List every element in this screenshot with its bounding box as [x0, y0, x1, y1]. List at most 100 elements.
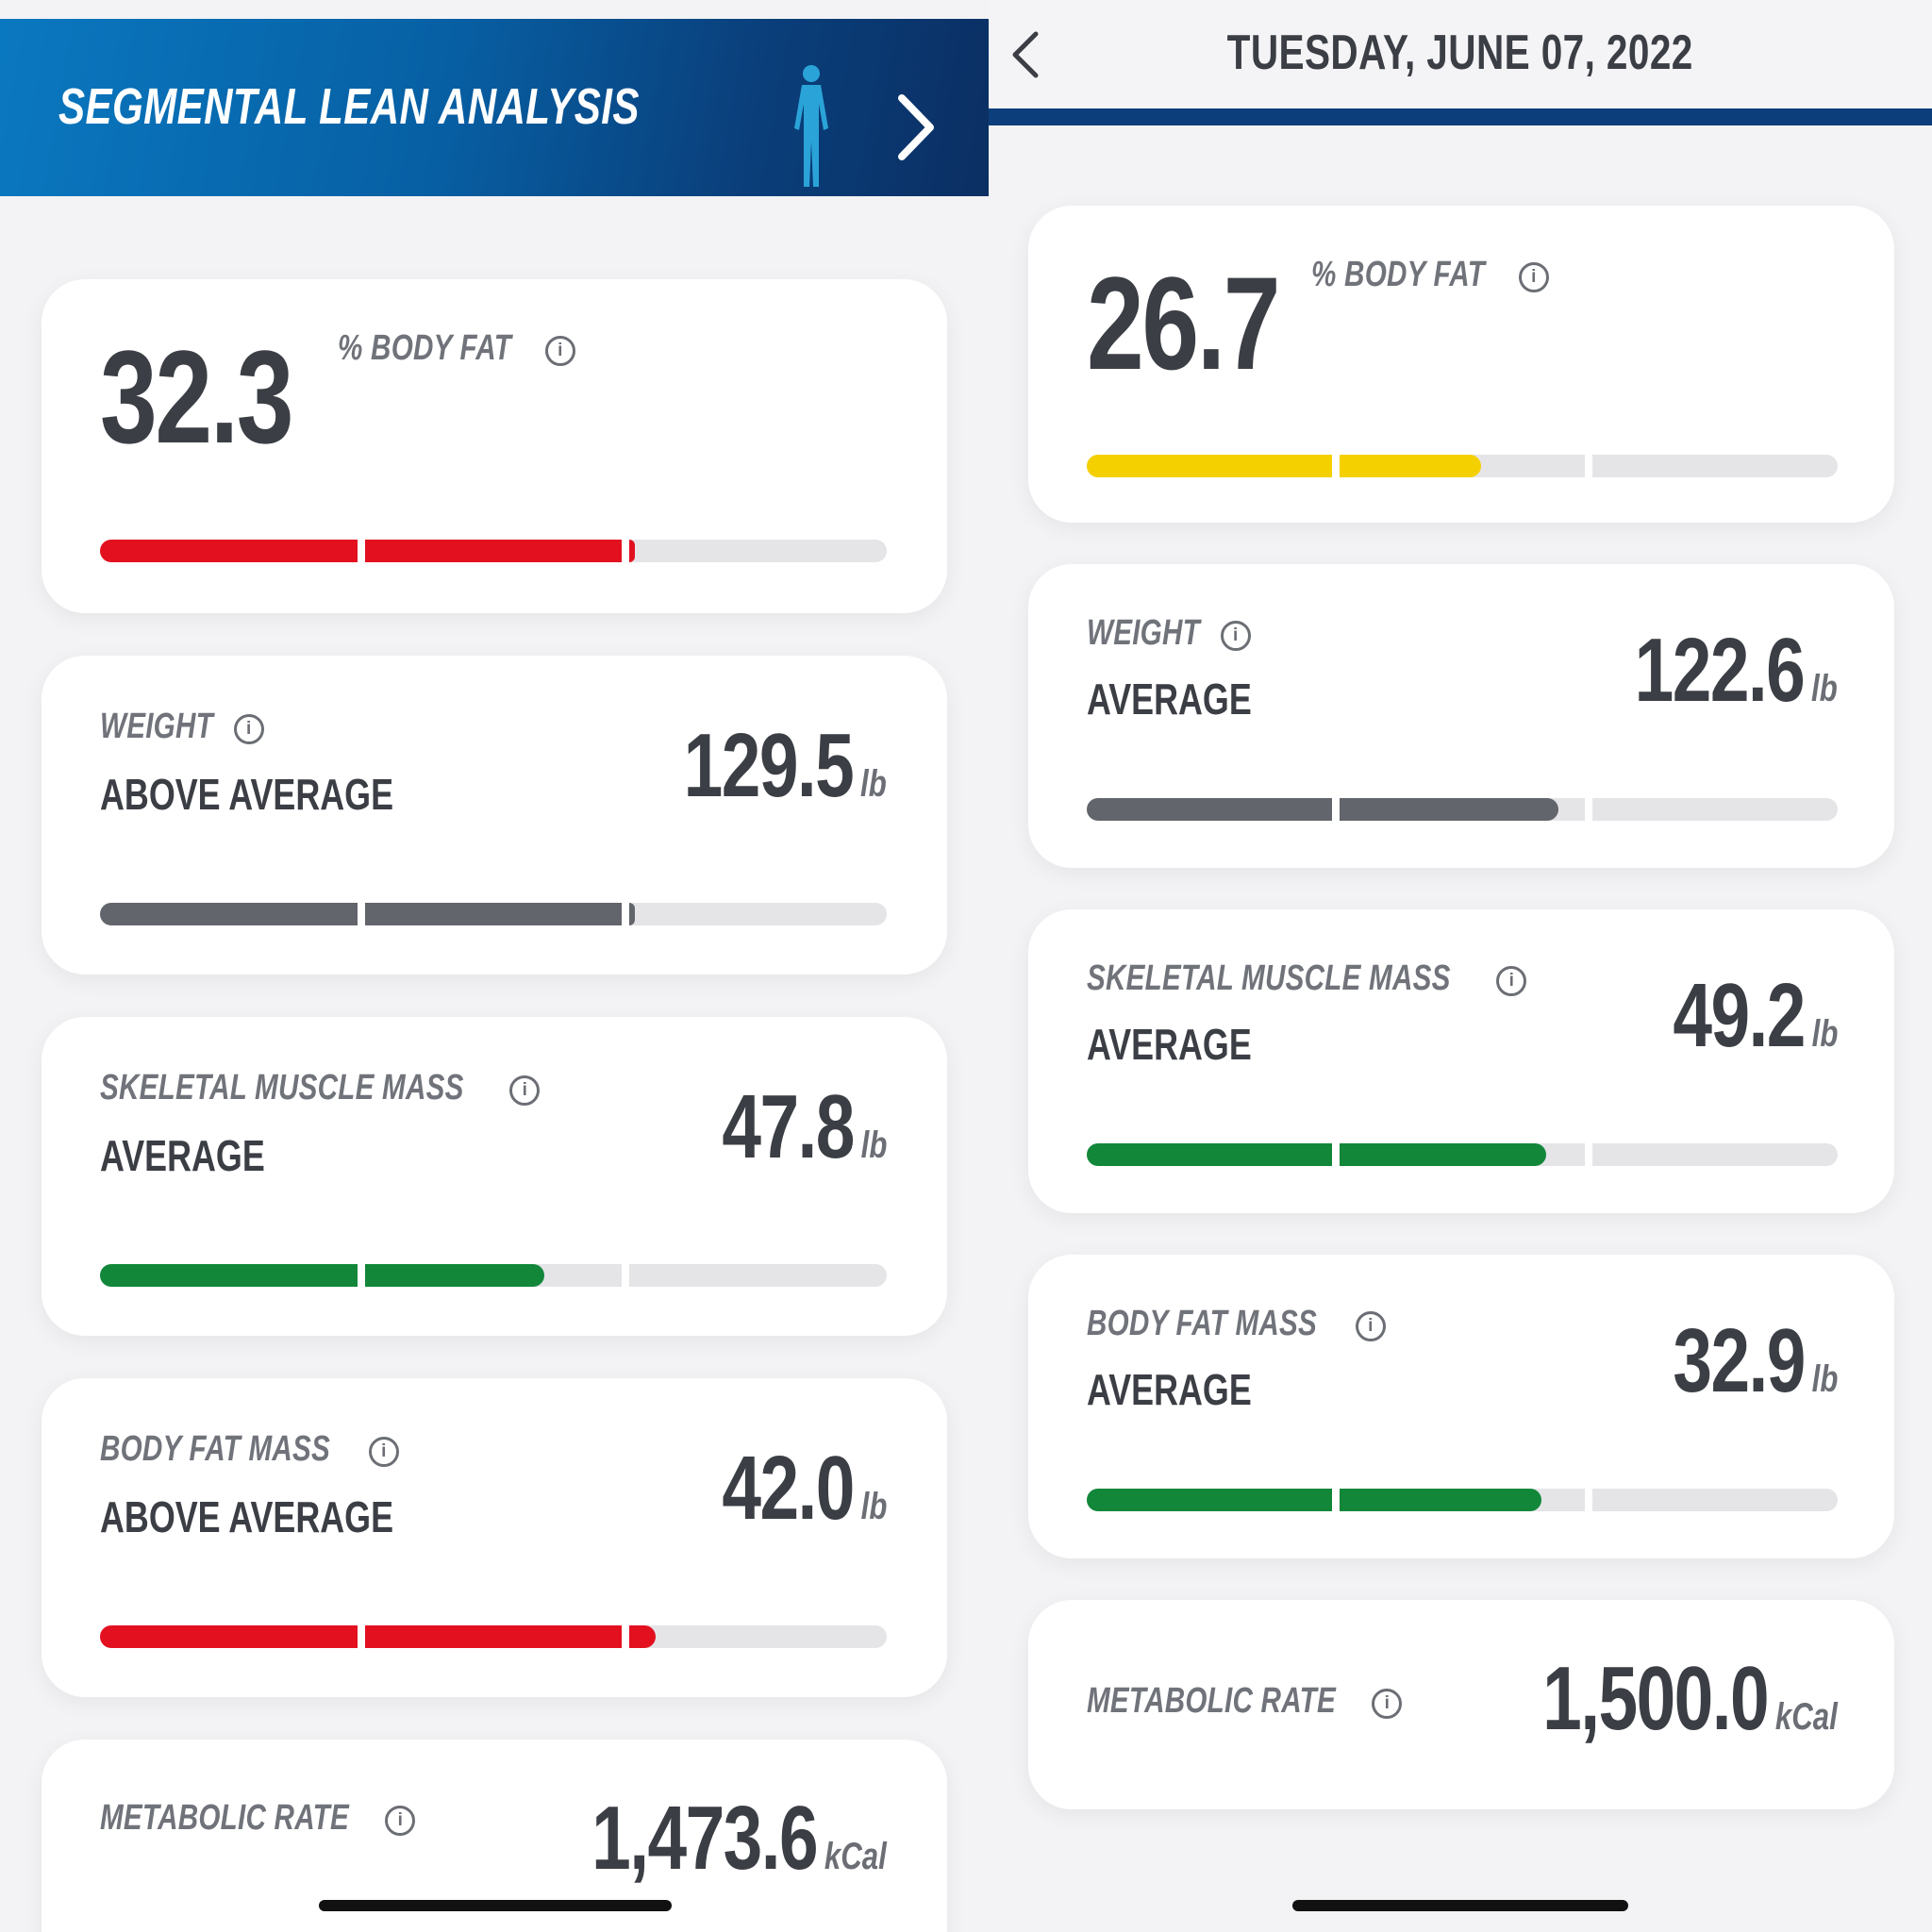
home-indicator[interactable]	[1292, 1900, 1628, 1911]
body-fat-card: 26.7 % BODY FAT i	[1028, 206, 1894, 523]
bar-fill	[1087, 798, 1332, 821]
bar-fill	[100, 1625, 358, 1648]
bar-segment	[100, 903, 358, 925]
body-fat-mass-label: BODY FAT MASS	[1087, 1304, 1318, 1343]
bar-segment	[100, 1625, 358, 1648]
info-icon[interactable]: i	[1372, 1689, 1403, 1719]
bar-segment	[364, 540, 623, 562]
bar-segment	[1592, 1143, 1838, 1166]
body-figure-icon	[794, 65, 828, 187]
bar-fill	[364, 1264, 545, 1287]
weight-unit: lb	[1811, 668, 1838, 709]
bar-fill	[1087, 1143, 1332, 1166]
info-icon[interactable]: i	[1220, 621, 1251, 651]
body-fat-bar	[100, 540, 887, 562]
body-fat-mass-bar	[1087, 1489, 1838, 1511]
weight-bar	[1087, 798, 1838, 821]
body-fat-mass-status: ABOVE AVERAGE	[100, 1492, 394, 1541]
weight-value: 129.5	[683, 715, 855, 816]
metabolic-rate-value: 1,473.6	[591, 1788, 818, 1889]
bar-segment	[100, 540, 358, 562]
weight-unit: lb	[860, 763, 887, 805]
bar-fill	[629, 1625, 656, 1648]
info-icon[interactable]: i	[233, 714, 264, 744]
body-fat-mass-status: AVERAGE	[1087, 1365, 1252, 1414]
weight-bar	[100, 903, 887, 925]
bar-fill	[1340, 1489, 1542, 1511]
segmental-lean-analysis-banner[interactable]: SEGMENTAL LEAN ANALYSIS	[0, 19, 989, 196]
metabolic-rate-card: METABOLIC RATE i 1,500.0 kCal	[1028, 1600, 1894, 1809]
weight-value: 122.6	[1634, 620, 1806, 721]
bar-segment	[1340, 798, 1585, 821]
info-icon[interactable]: i	[368, 1437, 399, 1467]
metabolic-rate-value: 1,500.0	[1542, 1648, 1769, 1749]
body-fat-value: 32.3	[100, 323, 294, 471]
bar-fill	[1340, 1143, 1547, 1166]
skeletal-muscle-mass-unit: lb	[1811, 1013, 1838, 1055]
bar-segment	[100, 1264, 358, 1287]
skeletal-muscle-mass-value: 49.2	[1672, 965, 1806, 1066]
skeletal-muscle-mass-bar	[1087, 1143, 1838, 1166]
bar-segment	[1340, 455, 1585, 477]
home-indicator[interactable]	[319, 1900, 672, 1911]
body-fat-mass-value: 32.9	[1672, 1310, 1806, 1411]
bar-fill	[1087, 455, 1332, 477]
body-fat-mass-unit: lb	[860, 1486, 887, 1527]
bar-fill	[100, 903, 358, 925]
info-icon[interactable]: i	[1355, 1311, 1386, 1341]
info-icon[interactable]: i	[1496, 966, 1527, 996]
chevron-left-icon[interactable]	[1008, 30, 1041, 79]
bar-fill	[629, 903, 636, 925]
skeletal-muscle-mass-card: SKELETAL MUSCLE MASS i AVERAGE 47.8 lb	[42, 1017, 947, 1336]
skeletal-muscle-mass-label: SKELETAL MUSCLE MASS	[100, 1068, 464, 1108]
metabolic-rate-unit: kCal	[1775, 1696, 1838, 1738]
right-screen: TUESDAY, JUNE 07, 2022 26.7 % BODY FAT i …	[989, 0, 1932, 1932]
weight-card: WEIGHT i AVERAGE 122.6 lb	[1028, 564, 1894, 868]
info-icon[interactable]: i	[1518, 262, 1549, 292]
body-fat-value: 26.7	[1087, 249, 1281, 397]
bar-segment	[1087, 1143, 1332, 1166]
body-fat-mass-value: 42.0	[721, 1438, 855, 1539]
metabolic-rate-unit: kCal	[824, 1836, 887, 1877]
info-icon[interactable]: i	[385, 1806, 416, 1836]
bar-segment	[364, 903, 623, 925]
body-fat-mass-label: BODY FAT MASS	[100, 1429, 331, 1469]
bar-fill	[1340, 798, 1558, 821]
banner-title: SEGMENTAL LEAN ANALYSIS	[58, 78, 640, 135]
weight-status: AVERAGE	[1087, 675, 1252, 724]
bar-fill	[629, 540, 636, 562]
skeletal-muscle-mass-status: AVERAGE	[1087, 1020, 1252, 1069]
bar-fill	[100, 1264, 358, 1287]
bar-segment	[629, 903, 887, 925]
bar-segment	[364, 1264, 623, 1287]
bar-segment	[629, 1264, 887, 1287]
bar-segment	[364, 1625, 623, 1648]
metabolic-rate-label: METABOLIC RATE	[1087, 1681, 1336, 1721]
body-fat-mass-unit: lb	[1811, 1358, 1838, 1400]
body-fat-label: % BODY FAT	[1311, 255, 1486, 294]
info-icon[interactable]: i	[509, 1075, 541, 1106]
bar-segment	[1340, 1143, 1585, 1166]
bar-fill	[1087, 1489, 1332, 1511]
bar-segment	[629, 1625, 887, 1648]
weight-card: WEIGHT i ABOVE AVERAGE 129.5 lb	[42, 656, 947, 974]
metabolic-rate-label: METABOLIC RATE	[100, 1798, 349, 1838]
bar-fill	[100, 540, 358, 562]
info-icon[interactable]: i	[544, 336, 575, 366]
chevron-right-icon[interactable]	[894, 92, 938, 162]
skeletal-muscle-mass-label: SKELETAL MUSCLE MASS	[1087, 958, 1451, 998]
left-screen: SEGMENTAL LEAN ANALYSIS 32.3 % BODY FAT i…	[0, 19, 989, 1932]
bar-segment	[1592, 798, 1838, 821]
weight-label: WEIGHT	[1087, 613, 1200, 653]
skeletal-muscle-mass-value: 47.8	[721, 1076, 855, 1177]
body-fat-card: 32.3 % BODY FAT i	[42, 279, 947, 613]
bar-fill	[364, 540, 623, 562]
date-title: TUESDAY, JUNE 07, 2022	[1226, 25, 1694, 80]
skeletal-muscle-mass-bar	[100, 1264, 887, 1287]
bar-fill	[1340, 455, 1481, 477]
body-fat-label: % BODY FAT	[338, 328, 512, 368]
bar-segment	[1592, 455, 1838, 477]
bar-segment	[1087, 455, 1332, 477]
body-fat-mass-card: BODY FAT MASS i AVERAGE 32.9 lb	[1028, 1255, 1894, 1558]
body-fat-mass-card: BODY FAT MASS i ABOVE AVERAGE 42.0 lb	[42, 1378, 947, 1697]
